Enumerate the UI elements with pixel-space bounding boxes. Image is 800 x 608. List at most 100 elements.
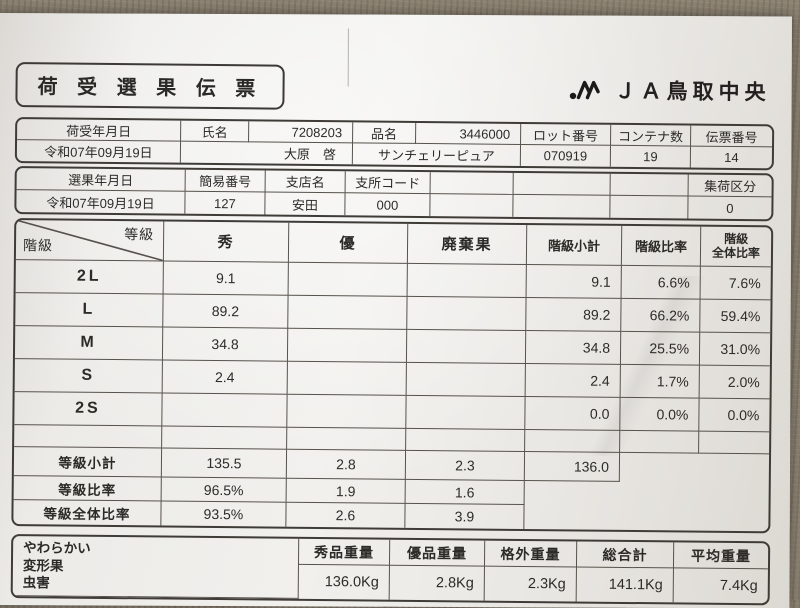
empty-cell bbox=[610, 173, 689, 197]
data-cell bbox=[406, 329, 527, 364]
data-cell: 9.1 bbox=[526, 265, 622, 299]
data-cell: 31.0% bbox=[699, 332, 771, 367]
data-cell: 1.7% bbox=[620, 364, 700, 399]
header-cell: 集荷区分 bbox=[688, 174, 772, 198]
data-cell: 34.8 bbox=[162, 327, 289, 362]
slip-header: 荷 受 選 果 伝 票 ＪＡ鳥取中央 bbox=[15, 61, 774, 112]
summary-cell: 1.9 bbox=[286, 478, 406, 504]
data-cell bbox=[407, 263, 527, 299]
data-cell: 2.4 bbox=[525, 363, 621, 398]
data-cell bbox=[407, 296, 527, 331]
data-cell: 25.5% bbox=[620, 331, 701, 366]
summary-cell: 1.6 bbox=[405, 479, 525, 505]
summary-cell: 135.5 bbox=[161, 448, 288, 479]
data-cell: 0.0 bbox=[525, 396, 621, 431]
grade-class-table: 階級 等級 秀 優 廃棄果 階級小計 階級比率 階級 全体比率 2L 9.1 9… bbox=[11, 218, 774, 534]
data-cell: 7.6% bbox=[700, 266, 771, 301]
empty-cell bbox=[162, 426, 288, 450]
data-cell bbox=[406, 362, 526, 397]
data-cell: 89.2 bbox=[163, 294, 289, 329]
excellent-weight: 136.0Kg bbox=[298, 564, 390, 600]
empty-cell bbox=[513, 194, 611, 218]
empty-cell bbox=[513, 172, 611, 196]
ghost-area bbox=[698, 507, 768, 532]
receiving-header-table: 荷受年月日 氏名 7208203 品名 3446000 ロット番号 コンテナ数 … bbox=[14, 117, 775, 171]
brand: ＪＡ鳥取中央 bbox=[568, 74, 774, 106]
footer-header: 格外重量 bbox=[484, 540, 578, 568]
offgrade-weight: 2.3Kg bbox=[484, 566, 577, 602]
data-cell bbox=[287, 361, 407, 396]
grand-subtotal-cell: 136.0 bbox=[524, 451, 621, 482]
note-deformed: 変形果 bbox=[22, 557, 64, 574]
slip-number: 14 bbox=[724, 149, 739, 166]
average-weight: 7.4Kg bbox=[719, 577, 758, 595]
total-weight: 141.1Kg bbox=[576, 567, 674, 603]
summary-cell: 2.8 bbox=[286, 449, 407, 480]
weight-summary-table: やわらかい 変形果 虫害 秀品重量 優品重量 格外重量 総合計 平均重量 136… bbox=[10, 534, 771, 606]
header-cell: 支店名 bbox=[265, 170, 346, 194]
footer-header: 優品重量 bbox=[389, 539, 486, 567]
ghost-area bbox=[699, 483, 769, 508]
sorting-header-table: 選果年月日 簡易番号 支店名 支所コード 集荷区分 令和07年09月19日 12… bbox=[14, 166, 774, 222]
note-insect: 虫害 bbox=[22, 575, 50, 591]
header-cell: コンテナ数 bbox=[611, 124, 692, 147]
container-count: 19 bbox=[610, 145, 692, 168]
empty-cell bbox=[430, 172, 514, 195]
header-cell: 選果年月日 bbox=[16, 168, 186, 192]
ghost-area bbox=[525, 481, 620, 506]
footer-header: 総合計 bbox=[576, 541, 675, 569]
branch-code: 000 bbox=[345, 193, 431, 217]
ghost-area bbox=[620, 482, 699, 507]
row-label: L bbox=[15, 293, 164, 328]
data-cell: 2.4 bbox=[162, 360, 288, 395]
sorting-date: 令和07年09月19日 bbox=[16, 190, 186, 214]
empty-cell bbox=[430, 194, 514, 217]
col-header-class-overall-ratio: 階級 全体比率 bbox=[700, 226, 772, 268]
empty-cell bbox=[525, 429, 621, 453]
collection-class: 0 bbox=[726, 200, 734, 216]
header-cell: 支所コード bbox=[345, 171, 431, 195]
data-cell bbox=[288, 295, 408, 330]
simple-number: 127 bbox=[185, 191, 266, 215]
data-cell: 0.0% bbox=[699, 398, 770, 433]
empty-cell bbox=[610, 195, 689, 219]
item-name: サンチェリーピュア bbox=[352, 143, 522, 166]
empty-cell bbox=[699, 431, 770, 455]
brand-name: ＪＡ鳥取中央 bbox=[614, 79, 771, 105]
producer-name: 大原 啓 bbox=[180, 141, 354, 165]
slip-content: 荷 受 選 果 伝 票 ＪＡ鳥取中央 荷受年月日 氏名 7208203 品名 3… bbox=[10, 61, 775, 606]
branch-name: 安田 bbox=[265, 192, 346, 216]
col-header-shu: 秀 bbox=[163, 221, 290, 263]
row-label: 2S bbox=[14, 392, 163, 427]
data-cell bbox=[287, 394, 407, 429]
header-cell: 氏名 bbox=[181, 120, 250, 143]
summary-cell: 3.9 bbox=[405, 503, 525, 529]
header-cell: 簡易番号 bbox=[185, 169, 266, 193]
diagonal-divider bbox=[16, 220, 163, 260]
summary-row-label: 等級全体比率 bbox=[13, 500, 162, 526]
data-cell: 2.0% bbox=[699, 365, 770, 400]
ghost-area bbox=[620, 453, 699, 483]
data-cell: 59.4% bbox=[700, 299, 771, 334]
row-label: M bbox=[14, 326, 164, 361]
corner-grade-label: 等級 bbox=[124, 226, 155, 243]
empty-cell bbox=[406, 428, 526, 452]
row-label: 2L bbox=[15, 260, 164, 295]
defect-notes-cell: やわらかい 変形果 虫害 bbox=[12, 536, 300, 599]
summary-row-label: 等級小計 bbox=[13, 447, 163, 478]
empty-cell bbox=[14, 425, 163, 449]
item-code: 3446000 bbox=[416, 122, 522, 145]
data-cell: 6.6% bbox=[621, 265, 701, 300]
data-cell bbox=[162, 393, 288, 428]
producer-code: 7208203 bbox=[249, 121, 354, 144]
corner-class-label: 階級 bbox=[22, 237, 54, 254]
col-header-class-subtotal: 階級小計 bbox=[526, 225, 623, 266]
header-cell: 荷受年月日 bbox=[17, 119, 182, 142]
col-header-class-ratio: 階級比率 bbox=[621, 225, 702, 267]
footer-header: 秀品重量 bbox=[298, 538, 391, 566]
data-cell bbox=[406, 395, 526, 430]
data-cell bbox=[288, 262, 408, 297]
data-cell: 34.8 bbox=[525, 330, 622, 365]
lot-number: 070919 bbox=[520, 144, 612, 167]
summary-cell: 2.3 bbox=[405, 450, 526, 481]
